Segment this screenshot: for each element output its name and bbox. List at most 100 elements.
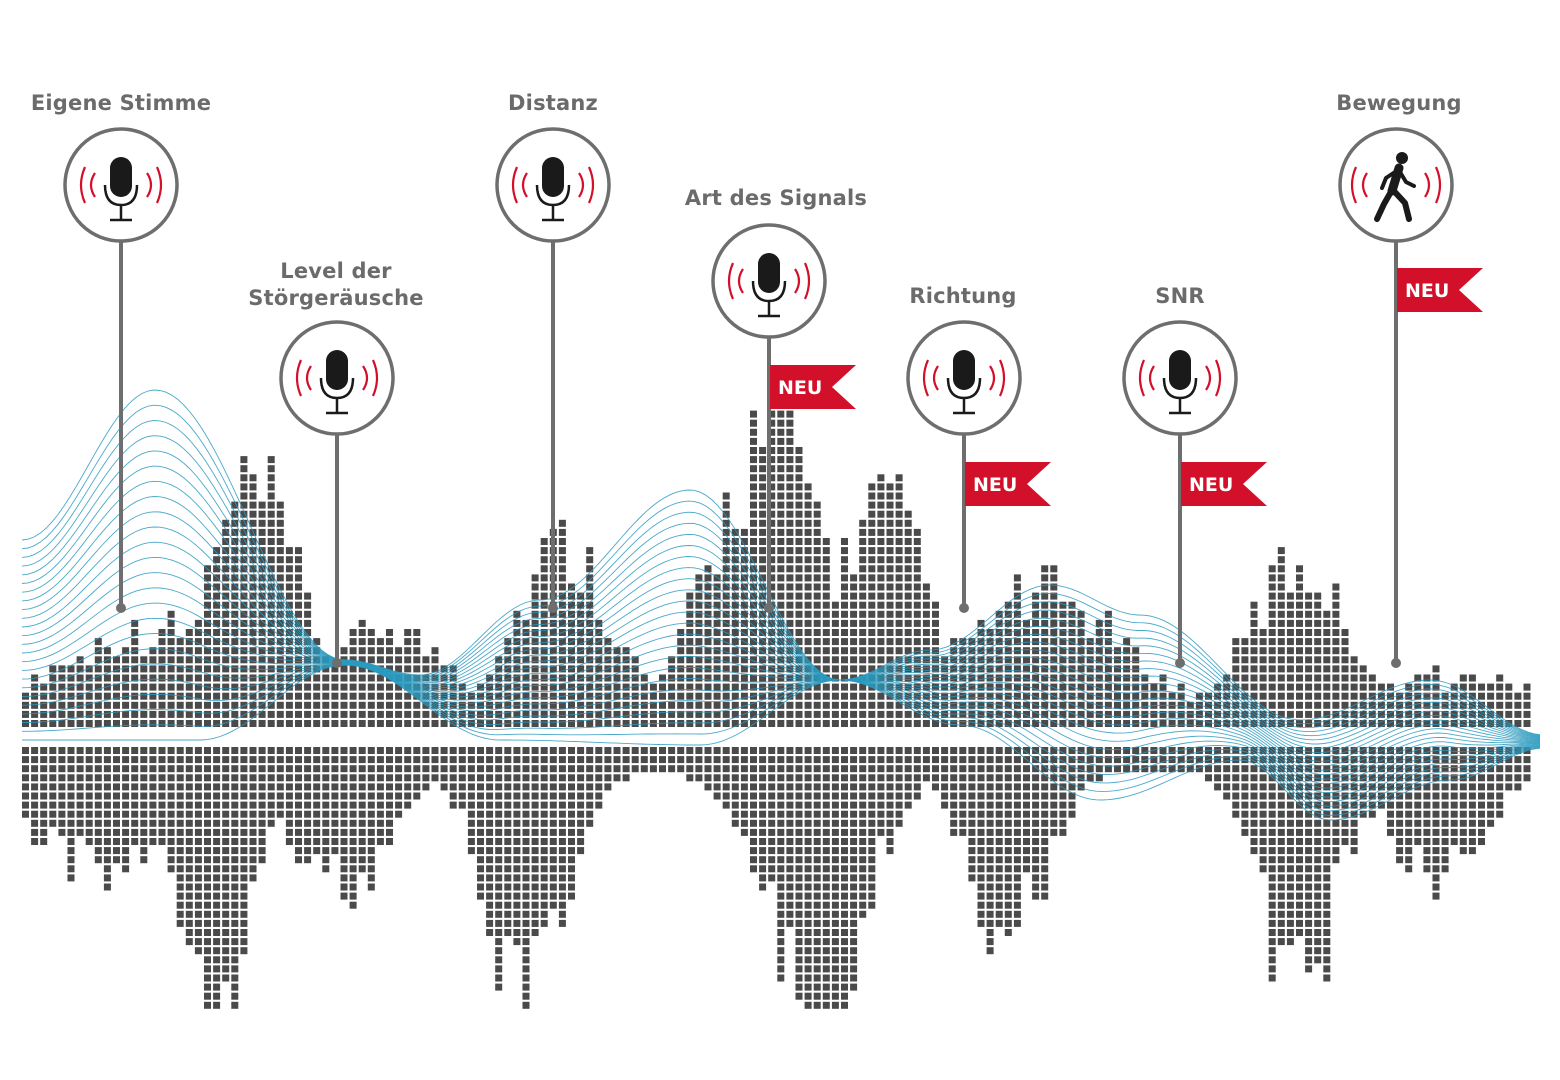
lower-square	[895, 765, 903, 773]
upper-square	[1468, 701, 1476, 709]
upper-square	[285, 619, 293, 627]
upper-square	[449, 710, 457, 718]
upper-square	[841, 656, 848, 664]
upper-square	[1241, 683, 1249, 691]
upper-square	[213, 638, 221, 646]
upper-square	[1123, 701, 1131, 709]
upper-square	[1432, 683, 1440, 691]
upper-square	[1077, 692, 1085, 700]
lower-square	[185, 901, 193, 909]
upper-square	[249, 674, 257, 682]
axis-square	[686, 747, 694, 754]
upper-square	[249, 710, 257, 718]
lower-square	[522, 938, 530, 946]
lower-square	[1487, 792, 1495, 800]
lower-square	[795, 883, 803, 891]
lower-square	[886, 774, 894, 782]
lower-square	[631, 765, 639, 773]
axis-square	[22, 720, 29, 727]
lower-square	[786, 919, 794, 927]
upper-square	[895, 501, 903, 509]
lower-square	[331, 801, 339, 809]
upper-square	[1359, 710, 1367, 718]
upper-square	[904, 519, 912, 527]
upper-square	[1432, 701, 1440, 709]
upper-square	[1286, 665, 1294, 673]
upper-square	[1268, 583, 1276, 591]
upper-square	[1068, 710, 1076, 718]
upper-square	[804, 492, 812, 500]
lower-square	[395, 765, 403, 773]
upper-square	[841, 556, 848, 564]
upper-square	[1286, 683, 1294, 691]
upper-square	[831, 656, 839, 664]
upper-square	[722, 519, 730, 527]
upper-square	[285, 701, 293, 709]
lower-square	[1332, 847, 1340, 855]
upper-square	[850, 601, 858, 609]
upper-square	[877, 538, 885, 545]
lower-square	[822, 892, 830, 900]
lower-square	[822, 910, 830, 918]
upper-square	[677, 665, 685, 673]
lower-square	[813, 847, 821, 855]
lower-square	[1205, 756, 1212, 764]
axis-square	[258, 747, 266, 754]
lower-square	[522, 819, 530, 827]
lower-square	[804, 819, 812, 827]
upper-square	[558, 583, 566, 591]
upper-square	[376, 638, 384, 646]
lower-square	[1341, 819, 1349, 827]
lower-square	[1296, 892, 1303, 900]
lower-square	[522, 892, 530, 900]
lower-square	[103, 828, 111, 836]
upper-square	[513, 665, 521, 673]
upper-square	[386, 701, 393, 709]
lower-square	[777, 929, 785, 936]
lower-square	[495, 974, 503, 982]
lower-square	[604, 783, 612, 791]
lower-square	[841, 819, 848, 827]
lower-square	[649, 765, 657, 773]
lower-square	[322, 783, 330, 791]
lower-square	[213, 765, 221, 773]
upper-square	[686, 710, 694, 718]
lower-square	[831, 847, 839, 855]
upper-square	[349, 647, 357, 655]
upper-square	[1368, 701, 1376, 709]
lower-square	[822, 838, 830, 845]
upper-square	[58, 674, 66, 682]
lower-square	[1259, 765, 1267, 773]
lower-square	[122, 856, 130, 864]
upper-square	[750, 410, 757, 418]
upper-square	[713, 647, 721, 655]
axis-square	[249, 720, 257, 727]
upper-square	[577, 665, 585, 673]
lower-square	[395, 783, 403, 791]
lower-square	[959, 819, 967, 827]
lower-square	[495, 838, 503, 845]
lower-square	[1441, 783, 1449, 791]
lower-square	[1259, 783, 1267, 791]
lower-square	[813, 819, 821, 827]
upper-square	[804, 638, 812, 646]
upper-square	[103, 683, 111, 691]
lower-square	[1123, 765, 1131, 773]
upper-square	[822, 629, 830, 636]
upper-square	[795, 638, 803, 646]
upper-square	[1277, 556, 1285, 564]
lower-square	[1286, 910, 1294, 918]
upper-square	[276, 556, 284, 564]
upper-square	[786, 665, 794, 673]
lower-square	[795, 847, 803, 855]
lower-square	[240, 819, 248, 827]
upper-square	[577, 601, 585, 609]
upper-square	[149, 647, 157, 655]
upper-square	[568, 610, 575, 618]
lower-square	[204, 838, 211, 845]
axis-square	[313, 747, 321, 754]
upper-square	[722, 638, 730, 646]
lower-square	[968, 856, 976, 864]
lower-square	[1523, 756, 1531, 764]
upper-square	[813, 692, 821, 700]
